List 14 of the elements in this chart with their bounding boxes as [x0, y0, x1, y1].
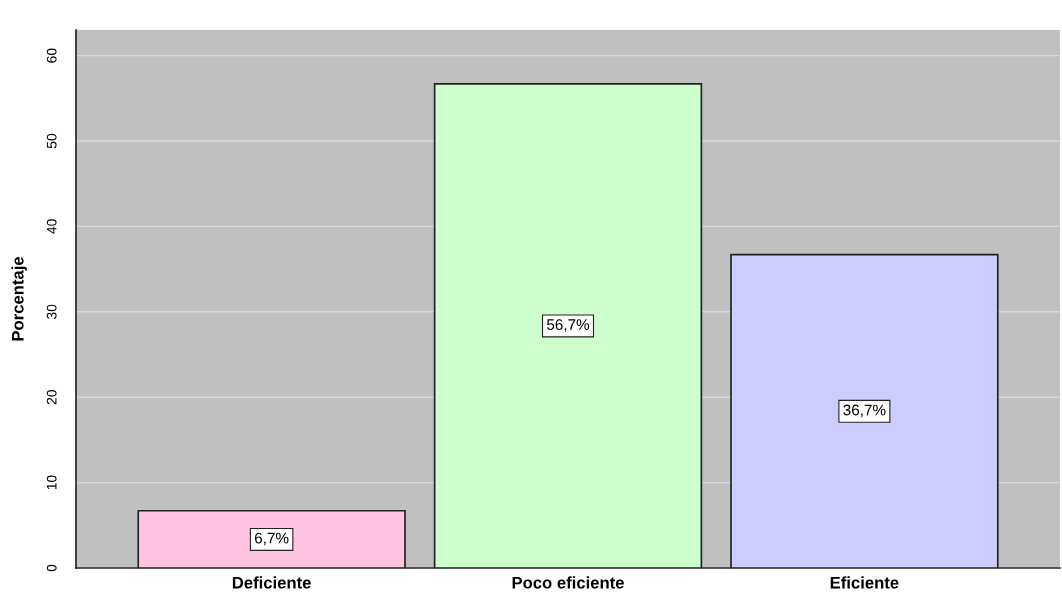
- y-tick-label: 20: [46, 390, 57, 405]
- x-tick-label: Poco eficiente: [512, 576, 624, 589]
- y-tick-label: 30: [46, 304, 57, 319]
- data-label: 6,7%: [254, 532, 289, 546]
- x-tick-label: Eficiente: [830, 576, 899, 589]
- y-tick-label: 0: [46, 564, 57, 572]
- y-tick-label: 50: [46, 133, 57, 149]
- y-tick-label: 40: [46, 219, 57, 234]
- data-label: 36,7%: [843, 404, 886, 418]
- y-axis-title: Porcentaje: [11, 256, 27, 341]
- data-label: 56,7%: [546, 319, 590, 332]
- x-tick-label: Deficiente: [232, 576, 311, 589]
- y-tick-label: 10: [46, 475, 57, 490]
- y-tick-label: 60: [46, 48, 57, 63]
